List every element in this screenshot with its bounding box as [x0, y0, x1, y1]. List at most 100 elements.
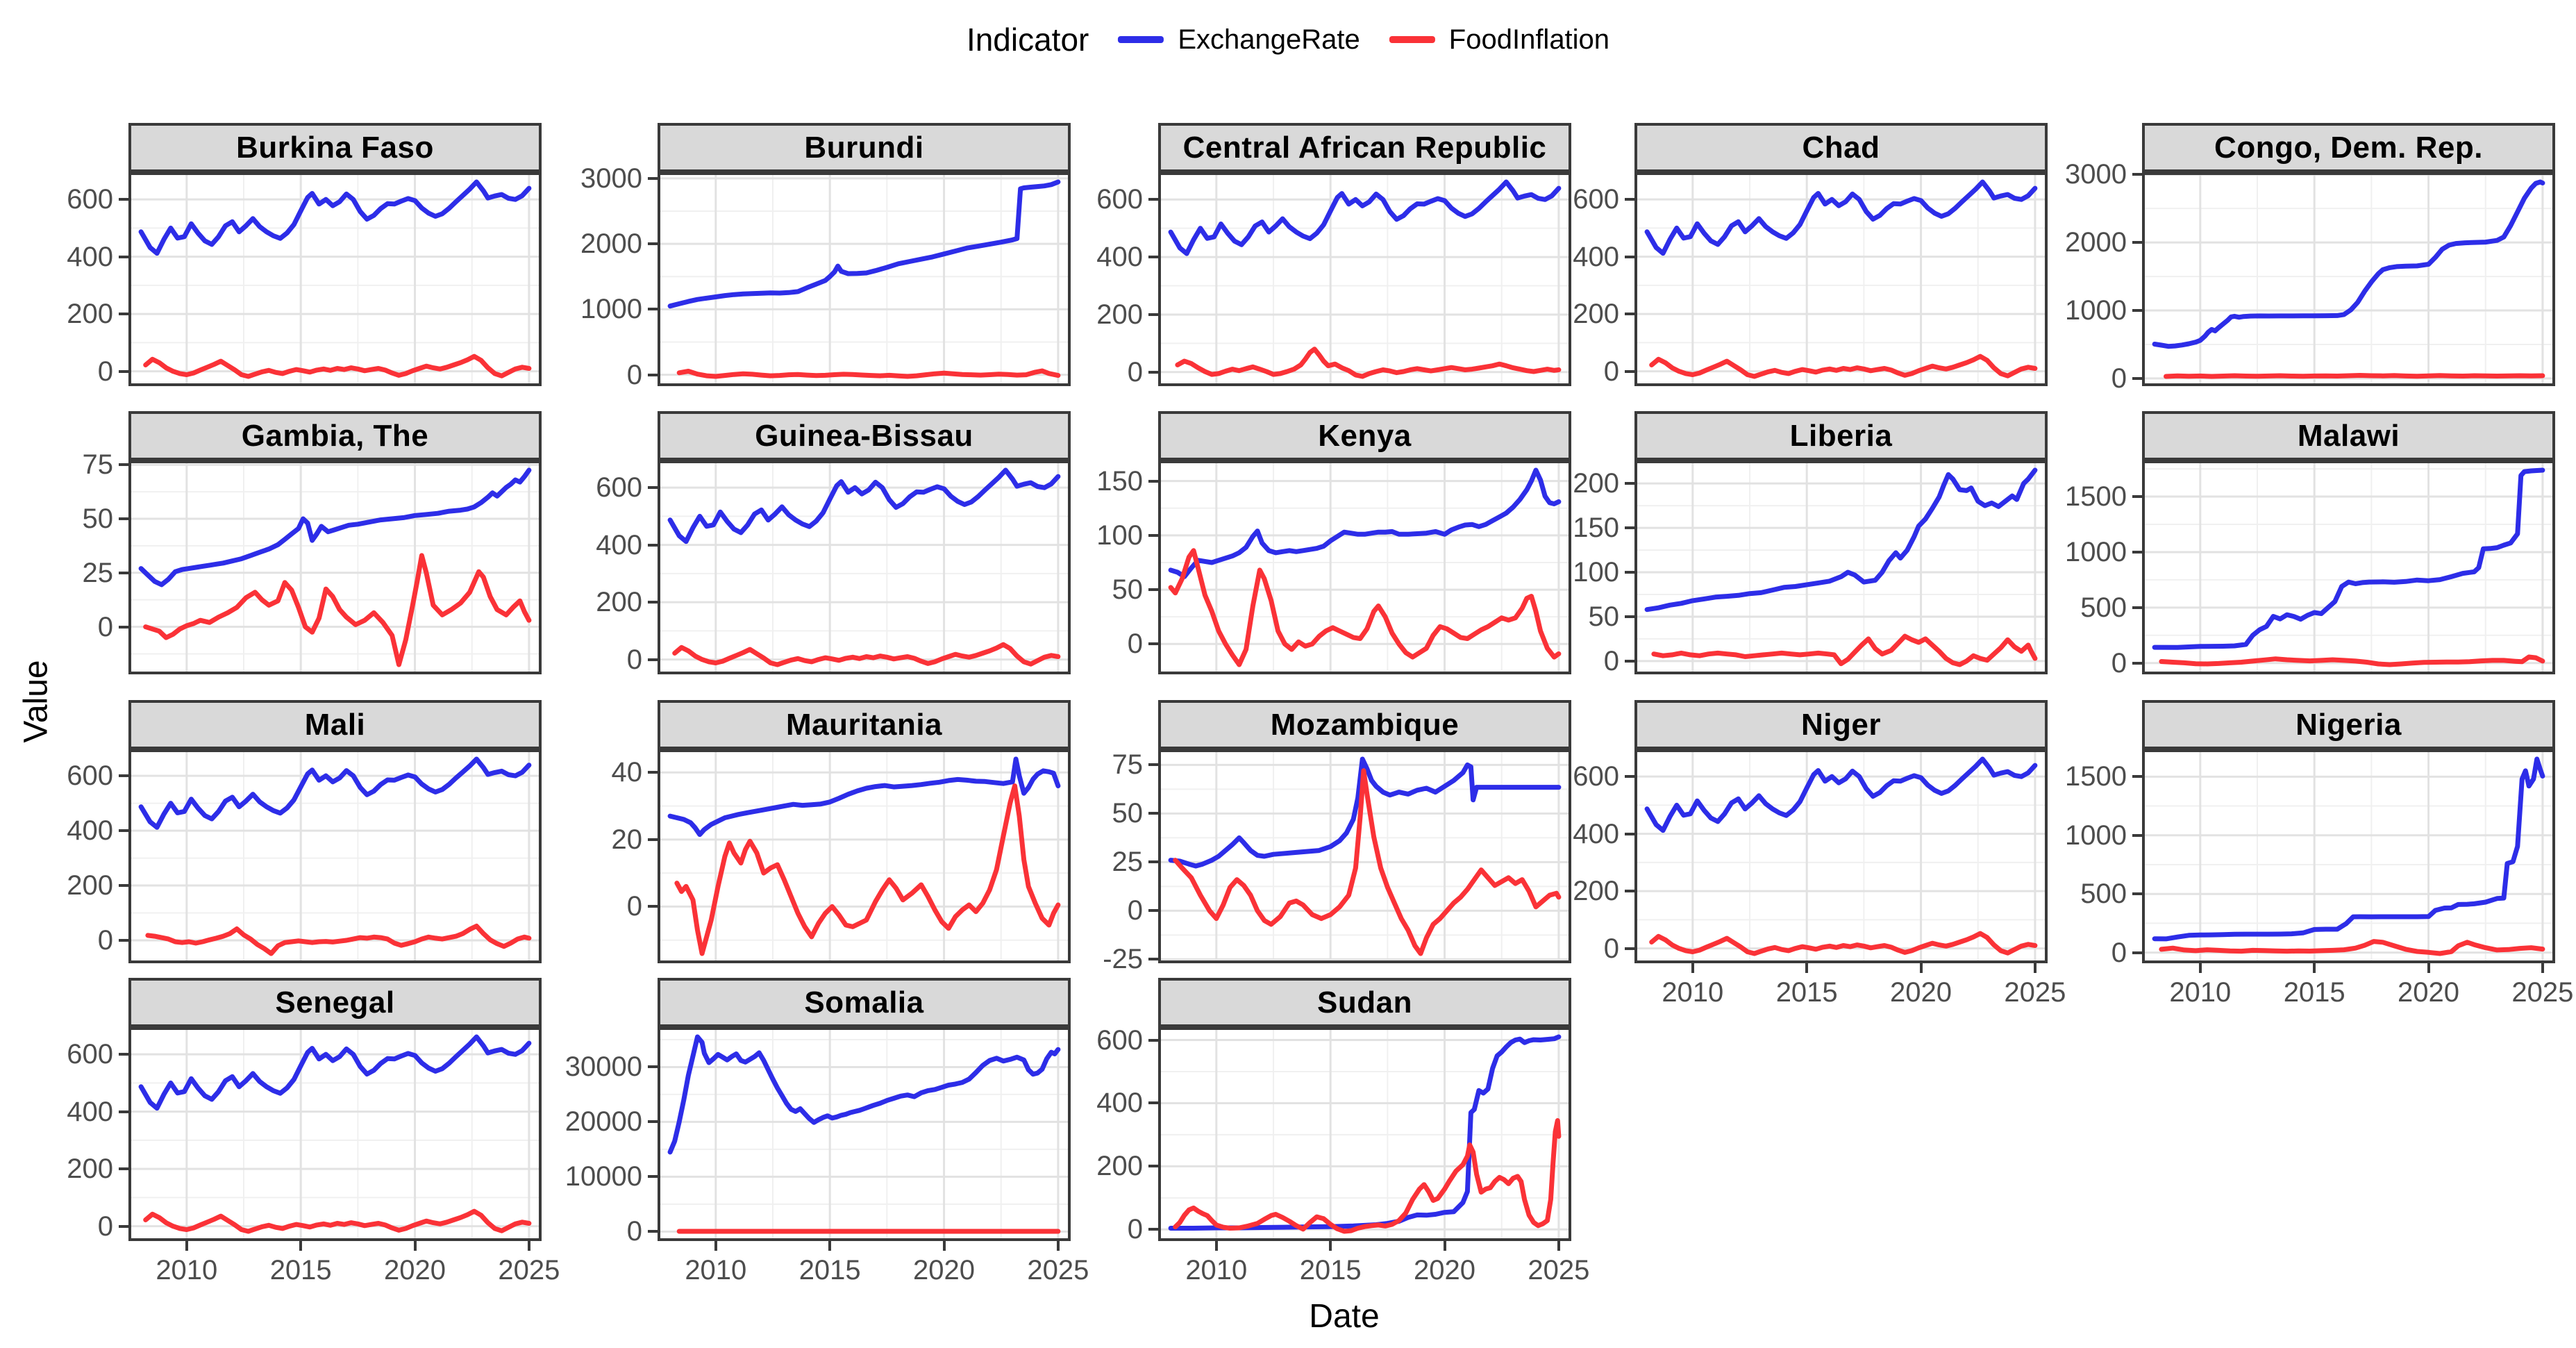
- x-tick-mark: [2541, 963, 2544, 973]
- facet-panel: [658, 460, 1071, 674]
- y-tick-label: 0: [2111, 363, 2127, 394]
- facet-strip: Nigeria: [2142, 700, 2555, 749]
- exchange-rate-line: [667, 467, 1061, 544]
- y-tick-label: 1500: [2065, 481, 2127, 513]
- y-tick-label: 20000: [564, 1106, 642, 1138]
- y-tick-mark: [648, 242, 658, 246]
- panel-border: [128, 1027, 542, 1241]
- x-tick-mark: [527, 1241, 530, 1251]
- food-inflation-line-swatch: [1389, 36, 1435, 43]
- x-tick-mark: [2033, 963, 2036, 973]
- y-tick-label: 200: [1573, 468, 1619, 499]
- y-tick-mark: [2132, 892, 2142, 896]
- exchange-rate-line: [2152, 179, 2545, 349]
- y-tick-mark: [2132, 495, 2142, 499]
- y-tick-mark: [2132, 661, 2142, 665]
- facet-strip: Central African Republic: [1158, 123, 1571, 172]
- x-axis-title: Date: [1309, 1298, 1380, 1335]
- y-tick-mark: [1625, 482, 1634, 485]
- facet-title: Burkina Faso: [236, 130, 434, 165]
- food-inflation-line: [1649, 353, 2038, 379]
- y-tick-mark: [1148, 1165, 1158, 1168]
- food-inflation-line: [1168, 548, 1562, 667]
- y-tick-label: -25: [1103, 944, 1143, 975]
- panel-border: [1158, 460, 1571, 674]
- y-tick-label: 50: [82, 504, 114, 534]
- exchange-rate-line: [667, 756, 1061, 838]
- y-tick-label: 1000: [2065, 536, 2127, 567]
- y-tick-mark: [119, 369, 128, 373]
- y-tick-mark: [119, 1224, 128, 1228]
- x-tick-label: 2015: [1299, 1255, 1362, 1285]
- y-tick-label: 200: [67, 299, 113, 330]
- y-tick-mark: [1625, 775, 1634, 779]
- x-tick-label: 2010: [685, 1255, 747, 1285]
- x-tick-mark: [1214, 1241, 1218, 1251]
- x-tick-mark: [413, 1241, 417, 1251]
- panel-border: [128, 172, 542, 386]
- y-tick-mark: [1625, 890, 1634, 893]
- facet-title: Kenya: [1318, 418, 1412, 453]
- y-tick-label: 400: [1096, 1088, 1143, 1119]
- exchange-rate-line: [1168, 1034, 1562, 1231]
- y-tick-label: 200: [67, 1154, 113, 1185]
- y-tick-label: 3000: [2065, 159, 2127, 190]
- panel-border: [128, 460, 542, 674]
- panel-border: [1158, 749, 1571, 963]
- y-tick-label: 40: [611, 757, 643, 788]
- food-inflation-line: [145, 924, 532, 956]
- legend-title: Indicator: [966, 22, 1089, 58]
- exchange-rate-line: [2152, 467, 2545, 650]
- y-tick-mark: [119, 255, 128, 258]
- y-tick-mark: [648, 486, 658, 490]
- facet-panel: [2142, 172, 2555, 386]
- y-tick-label: 200: [1096, 299, 1143, 330]
- facet-title: Mozambique: [1270, 707, 1460, 742]
- facet-title: Nigeria: [2295, 707, 2402, 742]
- y-tick-label: 500: [2080, 592, 2127, 623]
- panel-border: [1634, 172, 2048, 386]
- y-tick-mark: [1148, 256, 1158, 259]
- food-inflation-line: [143, 553, 532, 667]
- facet-title: Congo, Dem. Rep.: [2214, 130, 2483, 165]
- y-tick-label: 1000: [580, 294, 642, 325]
- y-tick-mark: [1148, 958, 1158, 961]
- y-tick-mark: [119, 571, 128, 574]
- y-tick-label: 0: [1127, 629, 1143, 660]
- y-tick-mark: [1148, 313, 1158, 316]
- y-tick-mark: [119, 1053, 128, 1056]
- y-tick-mark: [119, 517, 128, 520]
- y-tick-mark: [2132, 833, 2142, 837]
- facet-title: Somalia: [804, 985, 924, 1020]
- facet-strip: Niger: [1634, 700, 2048, 749]
- y-tick-label: 1000: [2065, 819, 2127, 851]
- food-inflation-line: [1173, 1118, 1562, 1234]
- food-inflation-line: [143, 353, 532, 379]
- food-inflation-line: [672, 642, 1061, 667]
- facet-strip: Liberia: [1634, 411, 2048, 460]
- panel-border: [1634, 749, 2048, 963]
- facet-panel: [1158, 460, 1571, 674]
- y-axis-title: Value: [17, 660, 55, 743]
- y-tick-mark: [1148, 1038, 1158, 1042]
- panel-border: [2142, 172, 2555, 386]
- y-tick-mark: [119, 313, 128, 316]
- y-tick-label: 0: [626, 891, 642, 922]
- x-tick-mark: [1557, 1241, 1560, 1251]
- y-tick-label: 0: [1127, 895, 1143, 926]
- x-tick-label: 2015: [269, 1255, 332, 1285]
- y-tick-label: 0: [1127, 356, 1143, 388]
- food-inflation-line: [2159, 654, 2545, 667]
- facet-title: Mauritania: [785, 707, 943, 742]
- y-tick-mark: [2132, 775, 2142, 779]
- y-tick-mark: [119, 1110, 128, 1113]
- y-tick-label: 400: [67, 815, 113, 847]
- panel-border: [1158, 1027, 1571, 1241]
- facet-panel: [1158, 172, 1571, 386]
- x-tick-mark: [1056, 1241, 1060, 1251]
- facet-title: Malawi: [2297, 418, 2400, 453]
- x-tick-label: 2020: [913, 1255, 976, 1285]
- y-tick-mark: [648, 1230, 658, 1233]
- y-tick-mark: [119, 1167, 128, 1171]
